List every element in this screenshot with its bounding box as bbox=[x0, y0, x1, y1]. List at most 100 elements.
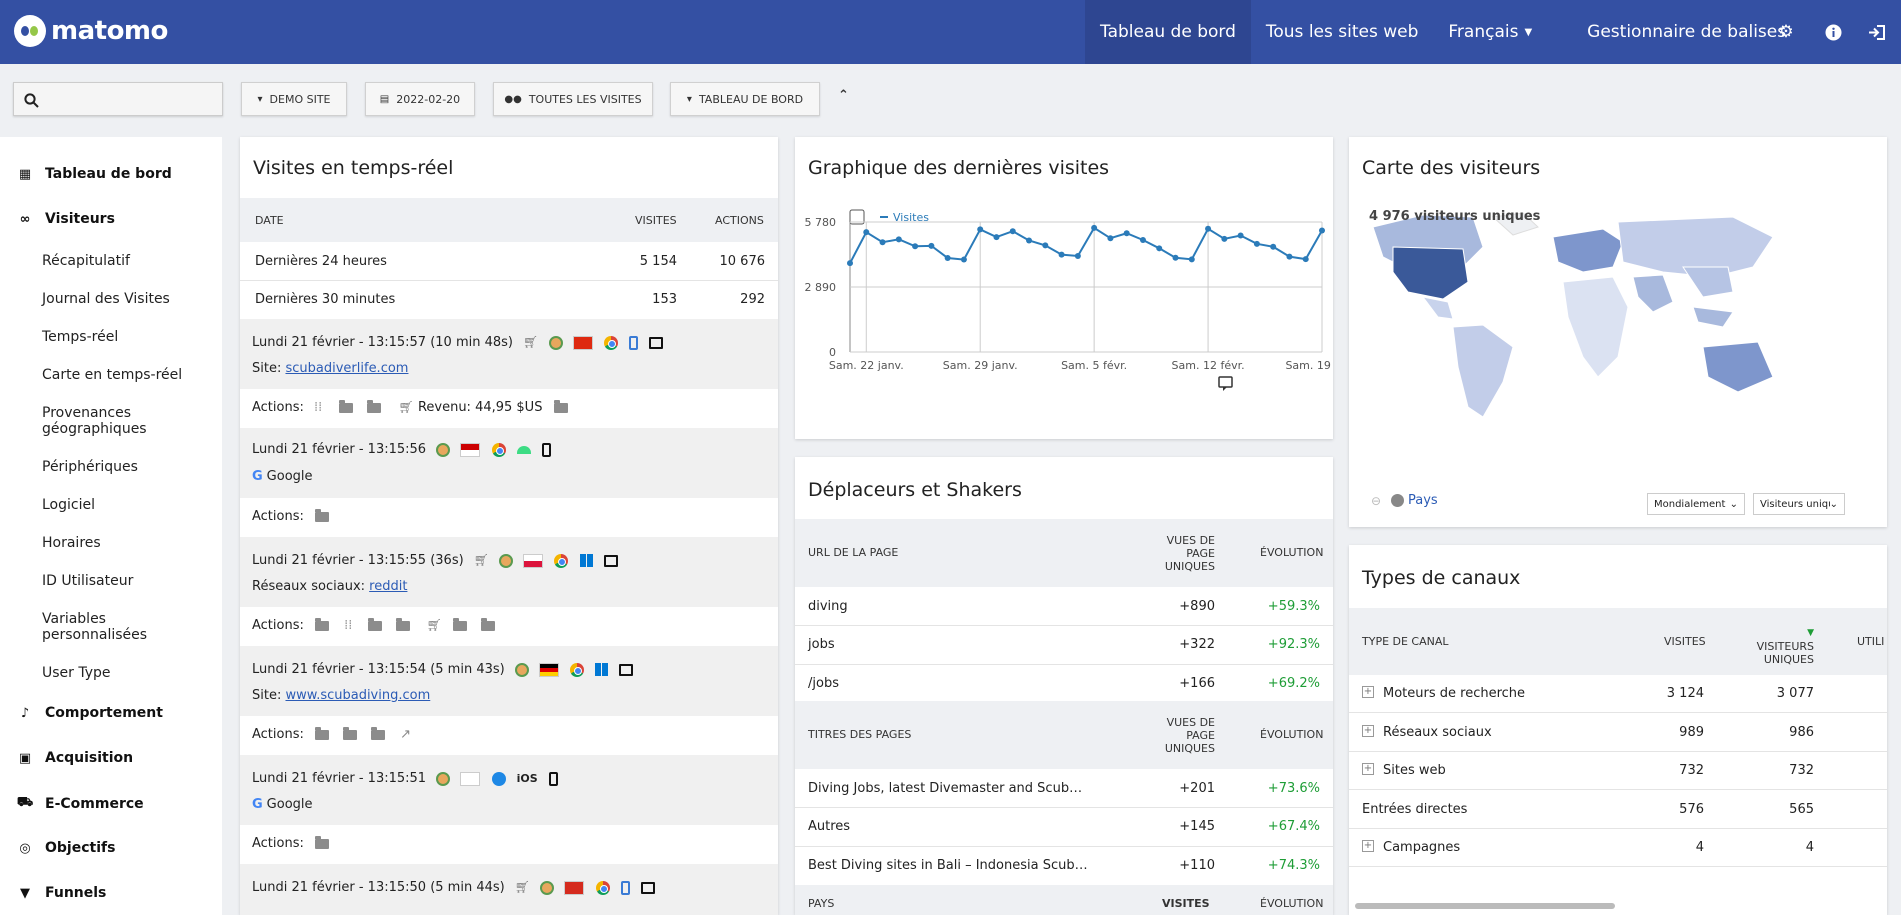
segment-selector[interactable]: ●● TOUTES LES VISITES bbox=[493, 82, 653, 116]
expand-icon[interactable]: + bbox=[1362, 686, 1374, 698]
data-point[interactable] bbox=[847, 260, 853, 267]
horizontal-scrollbar[interactable] bbox=[1355, 903, 1615, 909]
sidebar-subitem-locations[interactable]: Provenances géographiques bbox=[42, 405, 147, 437]
data-point[interactable] bbox=[1156, 245, 1163, 252]
info-icon[interactable] bbox=[1823, 22, 1843, 42]
region-southeast-asia[interactable] bbox=[1692, 306, 1734, 328]
table-row[interactable]: Best Diving sites in Bali – Indonesia Sc… bbox=[795, 847, 1333, 885]
sidebar-item-dashboard[interactable]: ▦ Tableau de bord bbox=[16, 166, 172, 182]
data-point[interactable] bbox=[1188, 256, 1195, 263]
table-row[interactable]: /jobs +166 +69.2% bbox=[795, 665, 1333, 703]
folder-icon[interactable] bbox=[367, 617, 382, 631]
visit-entry[interactable]: Lundi 21 février - 13:15:55 (36s) 🛒︎ Rés… bbox=[240, 537, 778, 607]
table-row[interactable]: diving +890 +59.3% bbox=[795, 587, 1333, 625]
folder-icon[interactable] bbox=[367, 399, 382, 413]
sidebar-subitem-software[interactable]: Logiciel bbox=[42, 497, 95, 513]
folder-icon[interactable] bbox=[339, 399, 354, 413]
event-icon[interactable]: ⁞⁞ bbox=[344, 618, 353, 633]
data-point[interactable] bbox=[1319, 227, 1325, 234]
data-point[interactable] bbox=[977, 226, 984, 233]
table-row[interactable]: + Sites web 732 732 bbox=[1349, 752, 1887, 790]
folder-icon[interactable] bbox=[453, 617, 468, 631]
country-link[interactable]: Pays bbox=[1391, 493, 1438, 508]
visit-entry[interactable]: Lundi 21 février - 13:15:51 iOS G Google bbox=[240, 755, 778, 825]
data-point[interactable] bbox=[1286, 253, 1293, 260]
data-point[interactable] bbox=[1107, 235, 1114, 242]
visit-entry[interactable]: Lundi 21 février - 13:15:56 G Google bbox=[240, 428, 778, 498]
data-point[interactable] bbox=[879, 239, 886, 246]
expand-icon[interactable]: + bbox=[1362, 840, 1374, 852]
region-russia-asia[interactable] bbox=[1617, 216, 1774, 278]
data-point[interactable] bbox=[1302, 256, 1309, 263]
region-select[interactable]: Mondialement ⌄ bbox=[1647, 493, 1745, 515]
data-point[interactable] bbox=[1172, 254, 1179, 261]
nav-dashboard[interactable]: Tableau de bord bbox=[1085, 0, 1251, 64]
table-row[interactable]: Autres +145 +67.4% bbox=[795, 808, 1333, 846]
table-row[interactable]: + Moteurs de recherche 3 124 3 077 bbox=[1349, 675, 1887, 713]
expand-icon[interactable]: + bbox=[1362, 763, 1374, 775]
folder-icon[interactable] bbox=[315, 835, 330, 849]
sidebar-item-funnels[interactable]: ▼ Funnels bbox=[16, 885, 106, 901]
dashboard-selector[interactable]: ▾ TABLEAU DE BORD bbox=[670, 82, 820, 116]
sidebar-item-goals[interactable]: ◎ Objectifs bbox=[16, 840, 115, 856]
sidebar-subitem-user-id[interactable]: ID Utilisateur bbox=[42, 573, 134, 589]
data-point[interactable] bbox=[1026, 237, 1033, 244]
region-south-america[interactable] bbox=[1452, 324, 1514, 418]
referrer-link[interactable]: scubadiverlife.com bbox=[285, 361, 409, 376]
data-point[interactable] bbox=[1139, 236, 1146, 243]
data-point[interactable] bbox=[944, 254, 951, 261]
folder-icon[interactable] bbox=[371, 726, 386, 740]
table-row[interactable]: Entrées directes 576 565 bbox=[1349, 791, 1887, 829]
data-point[interactable] bbox=[1074, 252, 1081, 259]
data-point[interactable] bbox=[1237, 232, 1244, 239]
referrer-link[interactable]: www.scubadiving.com bbox=[285, 688, 431, 703]
data-point[interactable] bbox=[928, 242, 935, 249]
matomo-logo[interactable]: matomo bbox=[14, 14, 168, 48]
folder-icon[interactable] bbox=[343, 726, 358, 740]
sidebar-subitem-realtime[interactable]: Temps-réel bbox=[42, 329, 119, 345]
signout-icon[interactable] bbox=[1867, 22, 1887, 42]
region-india[interactable] bbox=[1632, 274, 1674, 313]
data-point[interactable] bbox=[1123, 230, 1130, 237]
folder-icon[interactable] bbox=[553, 399, 568, 413]
event-icon[interactable]: ⁞⁞ bbox=[314, 400, 323, 415]
visitor-profile-icon[interactable] bbox=[548, 335, 563, 350]
visitor-profile-icon[interactable] bbox=[514, 662, 529, 677]
annotation-icon[interactable] bbox=[1218, 376, 1233, 391]
data-point[interactable] bbox=[1270, 243, 1277, 250]
folder-icon[interactable] bbox=[481, 617, 496, 631]
folder-icon[interactable] bbox=[315, 617, 330, 631]
collapse-toolbar-icon[interactable]: ⌃ bbox=[838, 88, 849, 103]
sidebar-item-behaviour[interactable]: ♪ Comportement bbox=[16, 705, 163, 721]
gear-icon[interactable]: ⚙ bbox=[1778, 22, 1794, 42]
region-usa[interactable] bbox=[1392, 246, 1469, 300]
site-selector[interactable]: ▾ DEMO SITE bbox=[241, 82, 347, 116]
region-europe[interactable] bbox=[1552, 228, 1624, 273]
sidebar-subitem-devices[interactable]: Périphériques bbox=[42, 459, 138, 475]
data-point[interactable] bbox=[1253, 240, 1260, 247]
data-point[interactable] bbox=[895, 236, 902, 243]
sidebar-item-visitors[interactable]: ∞ Visiteurs bbox=[16, 211, 115, 227]
search-input[interactable] bbox=[13, 82, 223, 116]
cart-icon[interactable]: 🛒︎ bbox=[398, 400, 414, 414]
sidebar-subitem-realtime-map[interactable]: Carte en temps-réel bbox=[42, 367, 183, 383]
chart-type-icon[interactable] bbox=[849, 209, 865, 225]
data-point[interactable] bbox=[1058, 251, 1065, 258]
folder-icon[interactable] bbox=[395, 617, 410, 631]
date-selector[interactable]: ▤ 2022-02-20 bbox=[365, 82, 475, 116]
sidebar-item-ecommerce[interactable]: ⛟ E-Commerce bbox=[16, 795, 144, 812]
data-point[interactable] bbox=[993, 234, 1000, 241]
visitor-profile-icon[interactable] bbox=[540, 880, 555, 895]
sidebar-subitem-visits-log[interactable]: Journal des Visites bbox=[42, 291, 170, 307]
data-point[interactable] bbox=[1221, 235, 1228, 242]
table-row[interactable]: jobs +322 +92.3% bbox=[795, 626, 1333, 664]
zoom-out-icon[interactable]: ⊖ bbox=[1371, 494, 1382, 508]
col-header-visits[interactable]: VISITES bbox=[1664, 635, 1706, 648]
data-point[interactable] bbox=[1042, 242, 1049, 249]
region-china[interactable] bbox=[1682, 266, 1734, 298]
region-mexico[interactable] bbox=[1421, 296, 1454, 320]
data-point[interactable] bbox=[1205, 225, 1212, 232]
col-header-unique-visitors[interactable]: ▼ VISITEURS UNIQUES bbox=[1749, 625, 1814, 666]
folder-icon[interactable] bbox=[315, 726, 330, 740]
region-greenland[interactable] bbox=[1491, 212, 1539, 236]
